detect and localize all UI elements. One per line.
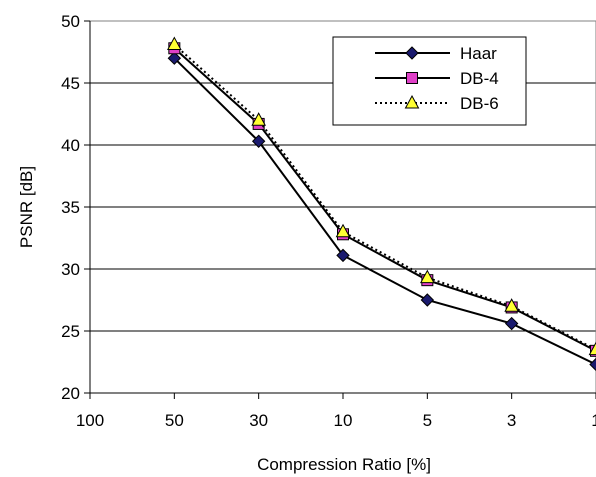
data-point (588, 341, 596, 356)
axes: 20 25 30 35 40 45 50 100 50 30 10 5 3 1 (61, 12, 596, 430)
data-point (419, 269, 435, 284)
y-tick-label: 40 (61, 136, 80, 155)
data-point (251, 134, 266, 148)
y-tick-label: 30 (61, 260, 80, 279)
y-tick-label: 25 (61, 322, 80, 341)
x-axis-title: Compression Ratio [%] (257, 455, 431, 474)
data-point (167, 51, 182, 65)
y-tick-label: 35 (61, 198, 80, 217)
y-tick-label: 45 (61, 74, 80, 93)
data-point (336, 248, 350, 263)
data-point (504, 316, 519, 331)
data-point (589, 357, 596, 372)
data-point (166, 36, 182, 51)
x-tick-label: 3 (507, 411, 516, 430)
x-tick-label: 100 (76, 411, 104, 430)
series-db-6 (166, 36, 596, 356)
series-line (173, 57, 596, 366)
y-tick-label: 50 (61, 12, 80, 31)
x-tick-label: 5 (423, 411, 432, 430)
x-tick-label: 50 (165, 411, 184, 430)
legend-label: DB-4 (460, 69, 499, 88)
legend-label: Haar (460, 44, 497, 63)
data-series (166, 36, 596, 372)
legend-marker (404, 94, 420, 109)
legend-box (332, 36, 527, 126)
series-line (173, 43, 596, 351)
x-tick-label: 1 (591, 411, 596, 430)
y-tick-label: 20 (61, 384, 80, 403)
legend-marker (405, 46, 419, 60)
x-tick-label: 10 (334, 411, 353, 430)
data-point (251, 112, 267, 126)
data-point (335, 223, 351, 238)
data-point (420, 293, 435, 307)
x-tick-label: 30 (249, 411, 268, 430)
series-haar (167, 51, 596, 372)
y-axis-title: PSNR [dB] (17, 166, 36, 248)
legend: Haar DB-4 DB-6 (332, 36, 527, 126)
legend-marker (406, 72, 418, 84)
legend-label: DB-6 (460, 94, 499, 113)
series-line (173, 47, 596, 352)
data-point (504, 298, 520, 312)
